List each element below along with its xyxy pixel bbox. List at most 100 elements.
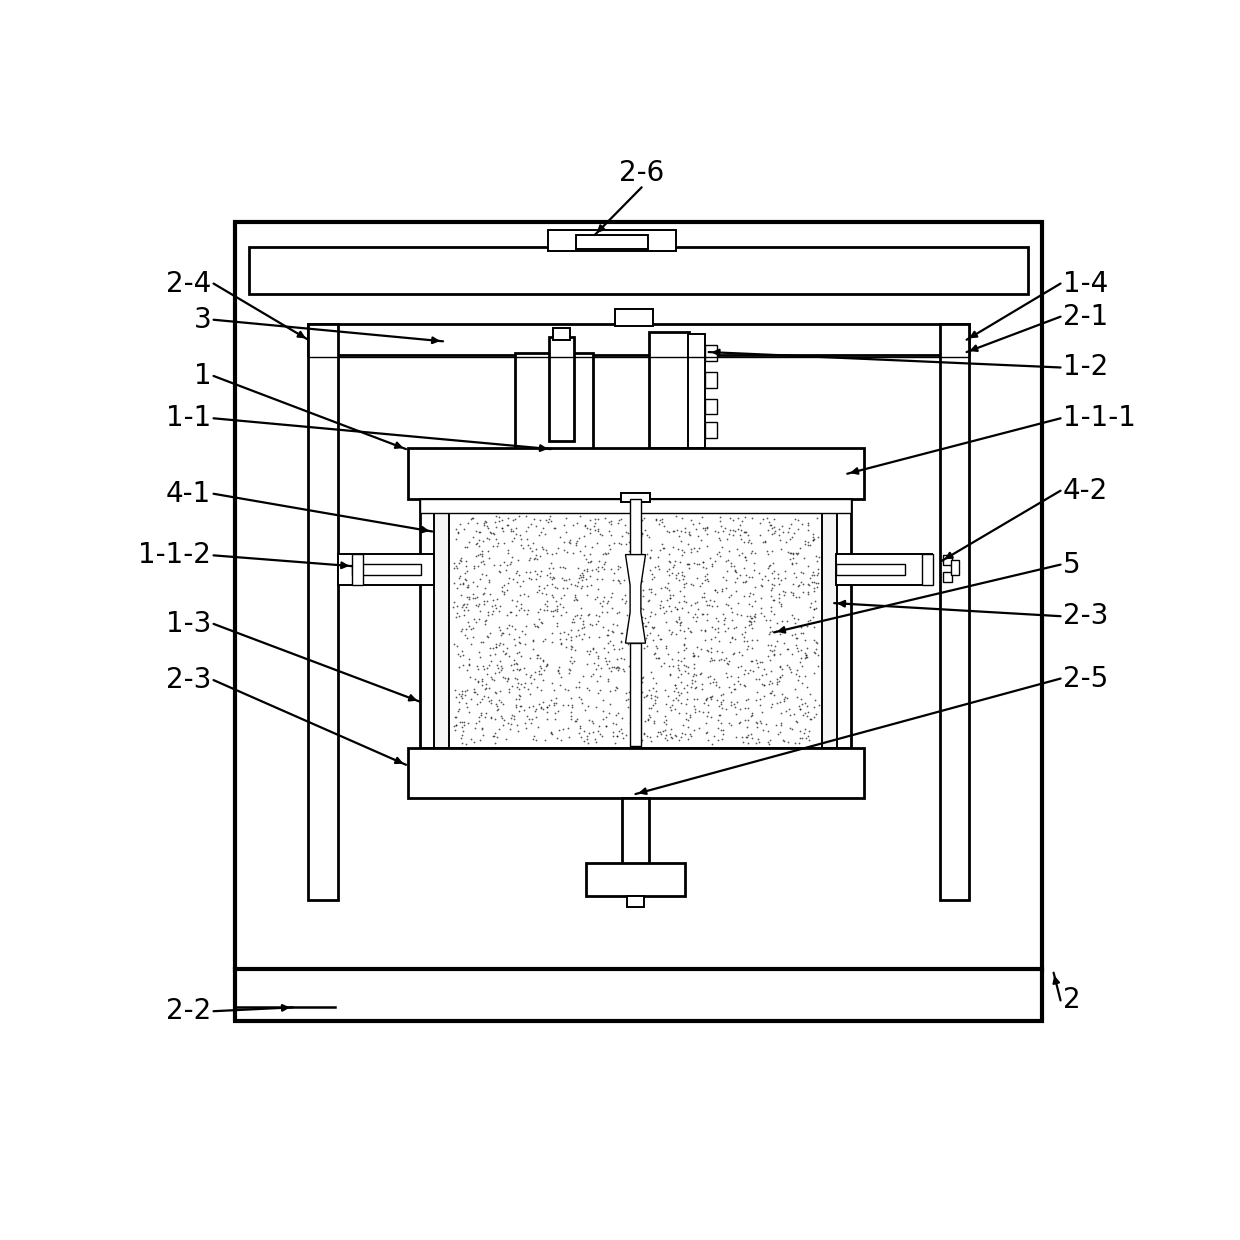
Point: [667, 599, 687, 619]
Point: [554, 532, 574, 552]
Point: [759, 635, 779, 655]
Point: [701, 687, 720, 707]
Point: [804, 616, 823, 636]
Point: [644, 678, 663, 698]
Point: [683, 513, 703, 533]
Point: [668, 660, 688, 680]
Bar: [704, 372, 717, 387]
Point: [604, 722, 624, 742]
Point: [663, 585, 683, 605]
Point: [740, 543, 760, 563]
Point: [637, 636, 657, 656]
Point: [625, 702, 645, 722]
Point: [494, 521, 513, 541]
Point: [697, 722, 717, 742]
Point: [765, 521, 785, 541]
Point: [758, 646, 777, 666]
Point: [527, 564, 547, 584]
Point: [627, 636, 647, 656]
Point: [754, 675, 774, 694]
Point: [632, 523, 652, 543]
Point: [485, 733, 505, 753]
Point: [761, 587, 781, 606]
Bar: [921, 554, 932, 585]
Bar: [688, 334, 704, 448]
Point: [657, 562, 677, 582]
Point: [789, 520, 808, 539]
Point: [599, 703, 619, 723]
Point: [790, 722, 810, 742]
Point: [729, 698, 749, 718]
Point: [718, 655, 738, 675]
Point: [511, 696, 531, 715]
Point: [622, 538, 642, 558]
Point: [523, 533, 543, 553]
Point: [497, 605, 517, 625]
Point: [568, 513, 588, 533]
Point: [501, 603, 521, 622]
Point: [750, 694, 770, 714]
Point: [494, 575, 513, 595]
Point: [466, 533, 486, 553]
Point: [445, 715, 465, 735]
Point: [476, 528, 496, 548]
Point: [490, 556, 510, 575]
Point: [510, 577, 529, 596]
Point: [629, 707, 649, 727]
Point: [579, 565, 599, 585]
Point: [775, 687, 795, 707]
Point: [510, 689, 529, 709]
Point: [454, 605, 474, 625]
Point: [588, 557, 608, 577]
Point: [559, 660, 579, 680]
Point: [608, 556, 627, 575]
Point: [511, 594, 531, 614]
Point: [724, 642, 744, 662]
Point: [760, 683, 780, 703]
Point: [769, 564, 789, 584]
Point: [770, 625, 790, 645]
Point: [573, 630, 593, 650]
Point: [711, 507, 730, 527]
Point: [649, 556, 668, 575]
Point: [683, 538, 703, 558]
Point: [807, 645, 827, 665]
Point: [588, 587, 608, 606]
Point: [498, 573, 518, 593]
Point: [507, 715, 527, 735]
Point: [629, 665, 649, 684]
Point: [467, 672, 487, 692]
Point: [632, 585, 652, 605]
Point: [472, 564, 492, 584]
Point: [520, 568, 539, 588]
Point: [464, 527, 484, 547]
Point: [492, 708, 512, 728]
Point: [780, 699, 800, 719]
Point: [547, 601, 567, 621]
Point: [718, 595, 738, 615]
Point: [761, 681, 781, 701]
Point: [565, 712, 585, 732]
Point: [538, 600, 558, 620]
Point: [635, 552, 655, 572]
Point: [522, 569, 542, 589]
Point: [474, 583, 494, 603]
Point: [470, 536, 490, 556]
Point: [589, 508, 609, 528]
Point: [749, 733, 769, 753]
Point: [740, 614, 760, 634]
Point: [543, 587, 563, 606]
Point: [683, 646, 703, 666]
Point: [454, 655, 474, 675]
Point: [520, 538, 539, 558]
Point: [604, 563, 624, 583]
Point: [624, 667, 644, 687]
Point: [572, 693, 591, 713]
Point: [686, 665, 706, 684]
Point: [631, 732, 651, 751]
Bar: [836, 554, 932, 585]
Point: [444, 553, 464, 573]
Point: [486, 506, 506, 526]
Point: [459, 575, 479, 595]
Point: [624, 727, 644, 746]
